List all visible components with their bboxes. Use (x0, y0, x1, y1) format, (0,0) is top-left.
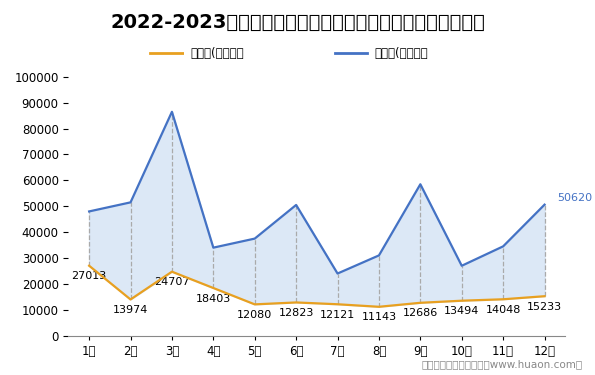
Text: 12080: 12080 (237, 310, 273, 320)
Text: 13494: 13494 (444, 306, 480, 316)
Text: 2022-2023年甘肃省商品收发货人所在地进、出口额月度统计: 2022-2023年甘肃省商品收发货人所在地进、出口额月度统计 (110, 13, 485, 32)
Text: 12823: 12823 (278, 308, 314, 318)
Text: 15233: 15233 (527, 302, 562, 312)
Text: 13974: 13974 (113, 305, 148, 315)
Text: 出口额(万美元）: 出口额(万美元） (190, 47, 244, 60)
Text: 12121: 12121 (320, 310, 355, 320)
Text: 18403: 18403 (196, 294, 231, 304)
Text: 14048: 14048 (486, 305, 521, 315)
Text: 24707: 24707 (154, 278, 190, 287)
Text: 11143: 11143 (361, 312, 396, 322)
Text: 进口额(万美元）: 进口额(万美元） (375, 47, 428, 60)
Text: 12686: 12686 (403, 309, 438, 318)
Text: 制图：华经产业研究院（www.huaon.com）: 制图：华经产业研究院（www.huaon.com） (422, 359, 583, 369)
Text: 27013: 27013 (71, 272, 107, 281)
Text: 50620: 50620 (557, 194, 592, 203)
